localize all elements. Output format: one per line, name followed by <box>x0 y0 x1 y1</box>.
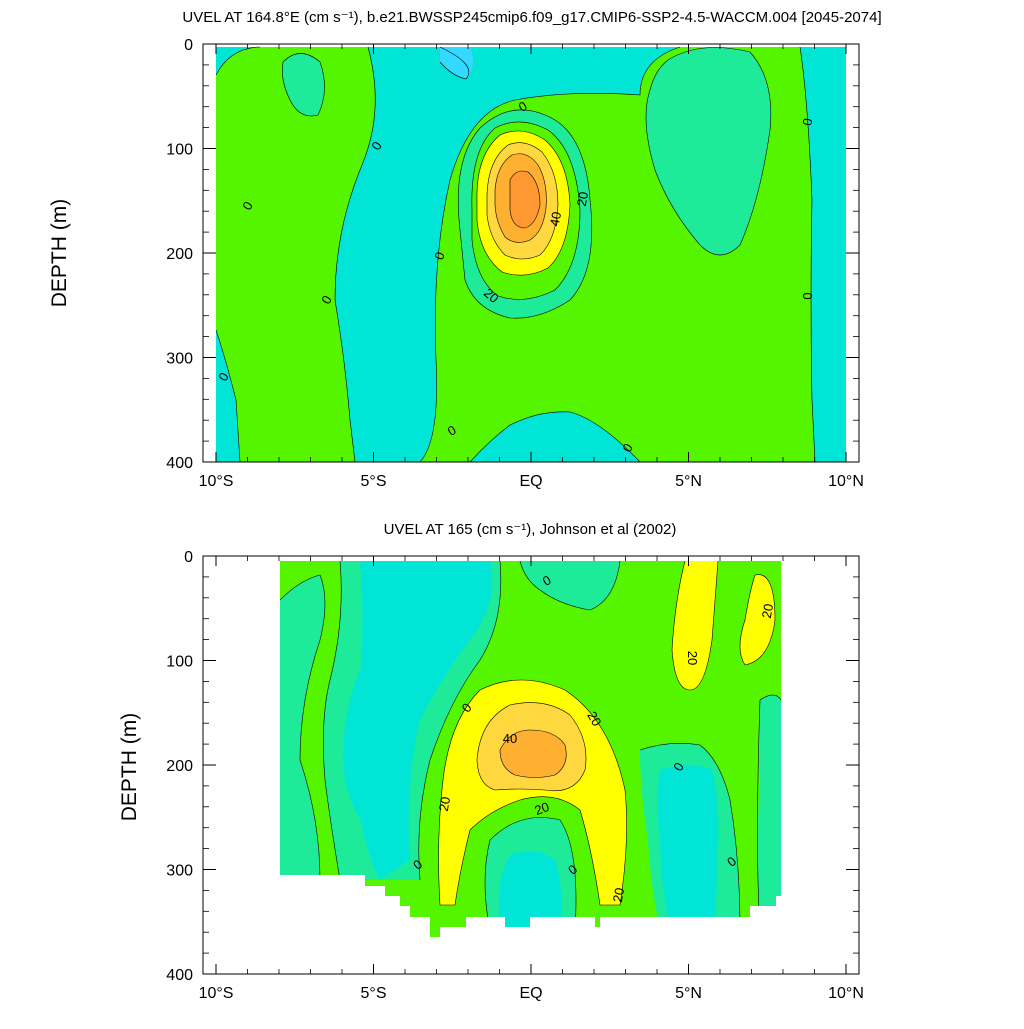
x-tick-label: EQ <box>519 473 542 490</box>
contour-band-neg <box>343 561 491 830</box>
y-tick-label: 300 <box>166 863 193 880</box>
contour-band-c0-10 <box>282 53 325 116</box>
contour-band-neg <box>498 851 562 930</box>
bottom-panel: UVEL AT 165 (cm s⁻¹), Johnson et al (200… <box>118 521 864 1002</box>
contour-band-c40-50 <box>500 730 567 778</box>
y-tick-label: 100 <box>166 142 193 159</box>
y-tick-label: 0 <box>184 37 193 54</box>
contour-band-c0-10 <box>280 575 325 880</box>
x-tick-label: 5°N <box>675 473 702 490</box>
y-tick-label: 200 <box>166 758 193 775</box>
x-tick-label: EQ <box>519 985 542 1002</box>
top-panel: UVEL AT 164.8°E (cm s⁻¹), b.e21.BWSSP245… <box>48 9 882 490</box>
y-tick-label: 100 <box>166 654 193 671</box>
contour-label: 40 <box>547 210 564 227</box>
y-tick-label: 0 <box>184 549 193 566</box>
x-tick-label: 10°N <box>828 473 864 490</box>
contour-label: 0 <box>799 117 815 127</box>
x-tick-label: 10°N <box>828 985 864 1002</box>
top-contour-fill <box>216 46 846 462</box>
contour-band-c0-10 <box>757 695 781 930</box>
top-ylabel: DEPTH (m) <box>48 199 71 308</box>
contour-band-c20-30 <box>740 574 775 665</box>
contour-label: 20 <box>610 886 627 903</box>
bottom-axis-ticks: 10°S 5°S EQ 5°N 10°N 0 100 200 300 400 <box>166 549 864 1002</box>
y-tick-label: 400 <box>166 455 193 472</box>
x-tick-label: 10°S <box>199 473 234 490</box>
contour-band-c20-30 <box>672 561 718 690</box>
contour-band-c50-plus <box>510 171 540 228</box>
y-tick-label: 300 <box>166 351 193 368</box>
bottom-contour-labels: 0 0 0 0 0 0 20 20 20 20 20 20 40 <box>410 572 776 903</box>
contour-label: 20 <box>436 795 453 812</box>
contour-label: 20 <box>532 799 551 818</box>
bottom-contour-fill <box>280 561 781 937</box>
top-panel-title: UVEL AT 164.8°E (cm s⁻¹), b.e21.BWSSP245… <box>182 9 881 26</box>
contour-band-neg <box>657 765 719 930</box>
contour-label: 20 <box>584 709 604 729</box>
x-tick-label: 5°S <box>361 985 387 1002</box>
contour-label: 0 <box>431 250 448 262</box>
top-contour-lines <box>216 46 816 462</box>
contour-band-c10-20 <box>216 47 376 462</box>
contour-band-neg <box>216 330 240 462</box>
y-tick-label: 400 <box>166 967 193 984</box>
contour-label: 40 <box>503 731 517 746</box>
bottom-contour-lines <box>280 561 781 931</box>
bottom-ylabel: DEPTH (m) <box>118 713 141 822</box>
y-tick-label: 200 <box>166 246 193 263</box>
bottom-panel-title: UVEL AT 165 (cm s⁻¹), Johnson et al (200… <box>384 521 677 538</box>
contour-label: 20 <box>685 651 700 665</box>
contour-band-c0-10 <box>646 47 771 255</box>
contour-label: 0 <box>800 292 815 299</box>
contour-label: 20 <box>574 190 591 207</box>
x-tick-label: 5°S <box>361 473 387 490</box>
contour-band-c0-10 <box>520 561 620 610</box>
x-tick-label: 5°N <box>675 985 702 1002</box>
contour-label: 20 <box>759 602 776 619</box>
contour-band-neg-strong <box>440 47 474 79</box>
x-tick-label: 10°S <box>199 985 234 1002</box>
